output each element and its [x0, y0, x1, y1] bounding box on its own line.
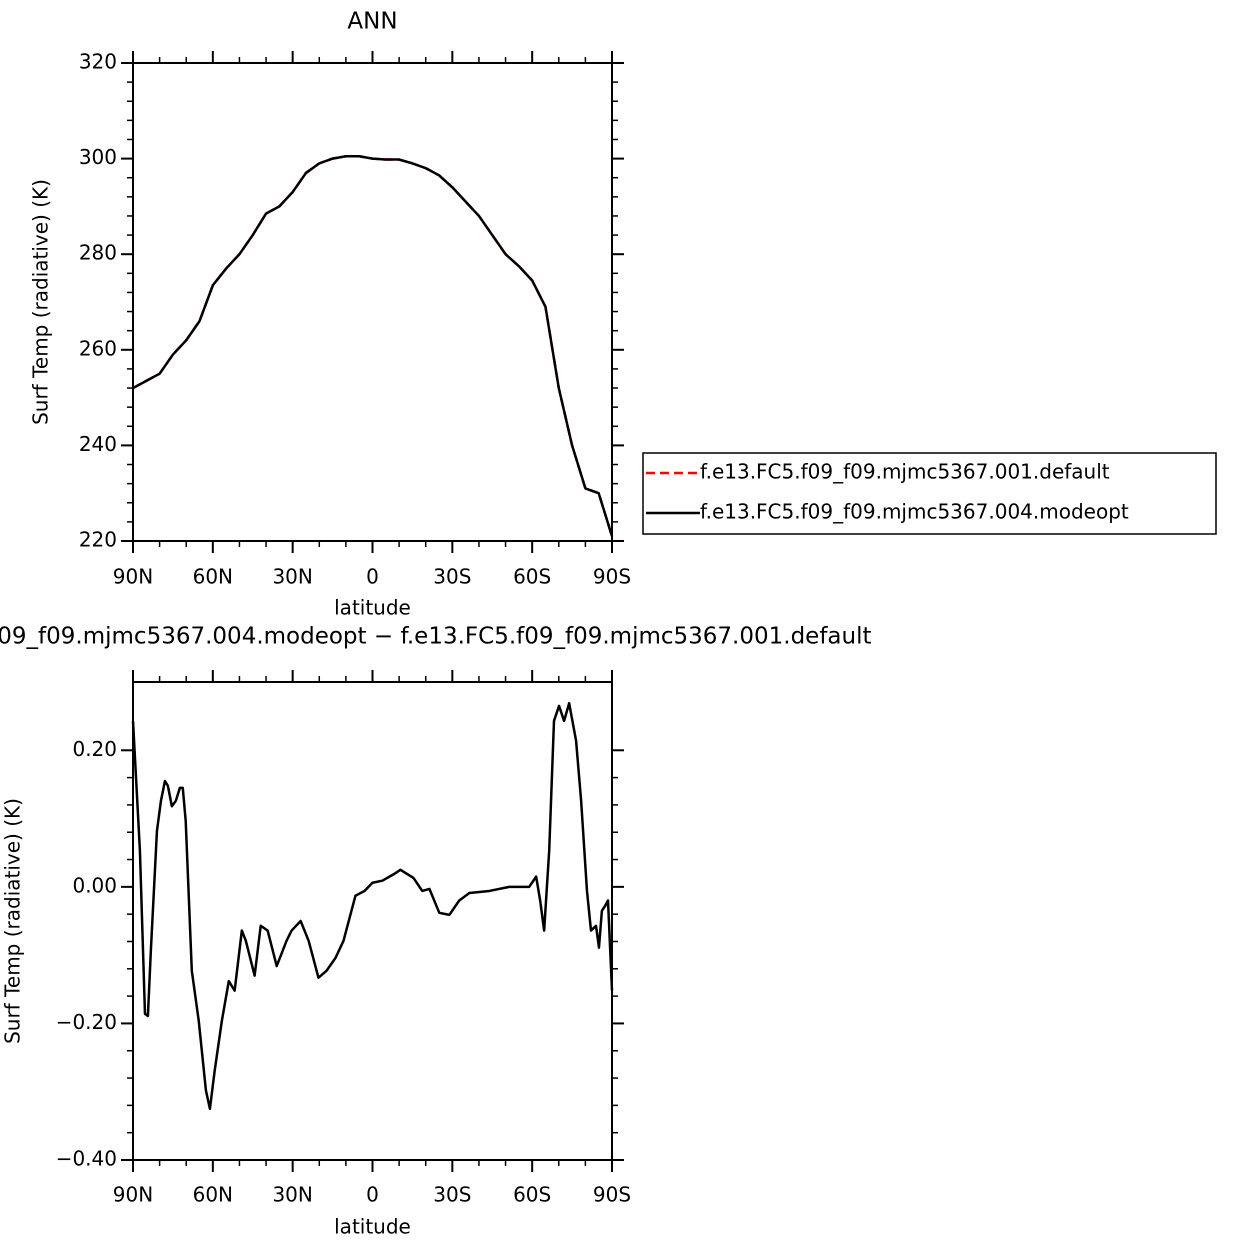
y-axis-label: Surf Temp (radiative) (K) [1, 798, 25, 1044]
x-tick-label: 90N [113, 565, 153, 589]
legend-label: f.e13.FC5.f09_f09.mjmc5367.004.modeopt [700, 500, 1129, 524]
legend-box [642, 452, 1217, 535]
y-axis-label: Surf Temp (radiative) (K) [29, 179, 53, 425]
chart-title: f.e13.FC5.f09_f09.mjmc5367.004.modeopt −… [0, 624, 872, 650]
x-tick-label: 30S [433, 1183, 471, 1207]
x-tick-label: 0 [366, 1183, 379, 1207]
y-tick-label: −0.40 [56, 1147, 117, 1171]
data-line [131, 701, 614, 1111]
plot-frame [132, 62, 613, 542]
x-tick-label: 30S [433, 565, 471, 589]
y-tick-label: 260 [79, 336, 117, 360]
y-tick-label: 240 [79, 432, 117, 456]
x-tick-label: 60S [513, 565, 551, 589]
x-tick-label: 90S [593, 565, 631, 589]
y-tick-label: 300 [79, 145, 117, 169]
x-tick-label: 30N [272, 565, 312, 589]
y-tick-label: 0.00 [72, 873, 117, 897]
x-tick-label: 60N [193, 1183, 233, 1207]
data-line [132, 154, 614, 537]
chart-title: ANN [347, 9, 397, 35]
y-tick-label: 0.20 [72, 737, 117, 761]
y-tick-label: 320 [79, 50, 117, 74]
x-axis-label: latitude [334, 1215, 411, 1239]
x-tick-label: 30N [272, 1183, 312, 1207]
data-line [132, 154, 614, 537]
x-axis-label: latitude [334, 596, 411, 620]
x-tick-label: 0 [366, 565, 379, 589]
y-tick-label: 280 [79, 241, 117, 265]
y-tick-label: 220 [79, 528, 117, 552]
y-tick-label: −0.20 [56, 1010, 117, 1034]
x-tick-label: 90N [113, 1183, 153, 1207]
x-tick-label: 90S [593, 1183, 631, 1207]
x-tick-label: 60S [513, 1183, 551, 1207]
legend-label: f.e13.FC5.f09_f09.mjmc5367.001.default [700, 460, 1110, 484]
x-tick-label: 60N [193, 565, 233, 589]
